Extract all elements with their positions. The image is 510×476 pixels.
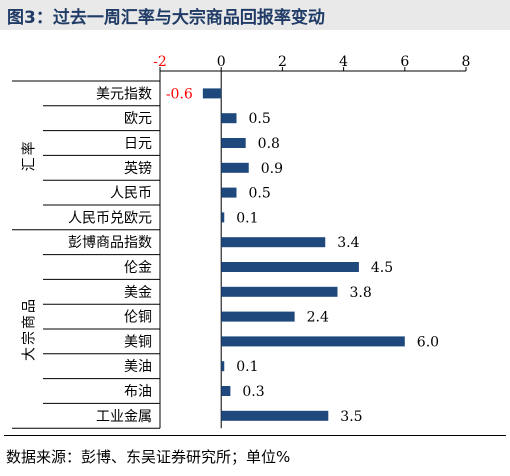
category-label: 人民币兑欧元: [68, 210, 152, 226]
bar: [221, 361, 225, 372]
data-label: 0.8: [258, 136, 280, 152]
data-label: 3.4: [337, 235, 359, 251]
bar: [221, 336, 405, 347]
category-label: 伦铜: [124, 310, 152, 326]
bar: [221, 237, 326, 248]
data-label: 0.1: [236, 210, 258, 226]
bar: [221, 138, 246, 148]
category-label: 美铜: [124, 334, 152, 350]
bar: [202, 88, 222, 99]
data-label: 0.3: [242, 384, 264, 400]
bar: [221, 262, 359, 272]
category-label: 美金: [124, 285, 152, 301]
x-tick-label: 2: [278, 54, 287, 70]
data-label: 3.8: [349, 285, 371, 301]
group-label: 大宗商品: [22, 297, 38, 361]
category-label: 布油: [124, 384, 152, 400]
data-label: 0.5: [249, 111, 271, 127]
bar: [221, 212, 225, 223]
bar: [221, 386, 231, 396]
source-divider: [4, 435, 506, 436]
bar: [221, 187, 237, 198]
category-label: 工业金属: [96, 409, 152, 425]
title-bar: 图3：过去一周汇率与大宗商品回报率变动: [0, 0, 510, 30]
category-label: 伦金: [124, 260, 152, 276]
data-label: 0.5: [249, 186, 271, 202]
category-label: 人民币: [110, 186, 152, 202]
bar: [221, 410, 329, 421]
category-label: 美油: [124, 359, 152, 375]
data-label: 0.9: [261, 161, 283, 177]
category-label: 日元: [124, 136, 152, 152]
data-label: 6.0: [417, 334, 439, 350]
group-label: 汇率: [21, 139, 38, 171]
category-label: 英镑: [124, 160, 152, 177]
bar: [221, 311, 295, 322]
x-tick-label: 0: [217, 54, 226, 70]
data-label: 2.4: [307, 310, 329, 326]
data-label: 4.5: [371, 260, 393, 276]
category-label: 欧元: [124, 111, 152, 127]
bar: [221, 162, 249, 173]
bar: [221, 286, 338, 297]
x-tick-label: 8: [462, 54, 471, 70]
data-label: -0.6: [166, 86, 193, 102]
data-source: 数据来源：彭博、东吴证券研究所；单位%: [6, 448, 291, 466]
category-label: 彭博商品指数: [68, 234, 152, 251]
x-tick-label: 4: [339, 54, 348, 70]
data-label: 0.1: [236, 359, 258, 375]
x-tick-label: -2: [153, 54, 167, 70]
bar: [221, 113, 237, 124]
category-label: 美元指数: [96, 86, 152, 102]
x-tick-label: 6: [400, 54, 409, 70]
data-label: 3.5: [340, 409, 362, 425]
figure-title: 图3：过去一周汇率与大宗商品回报率变动: [7, 8, 325, 28]
